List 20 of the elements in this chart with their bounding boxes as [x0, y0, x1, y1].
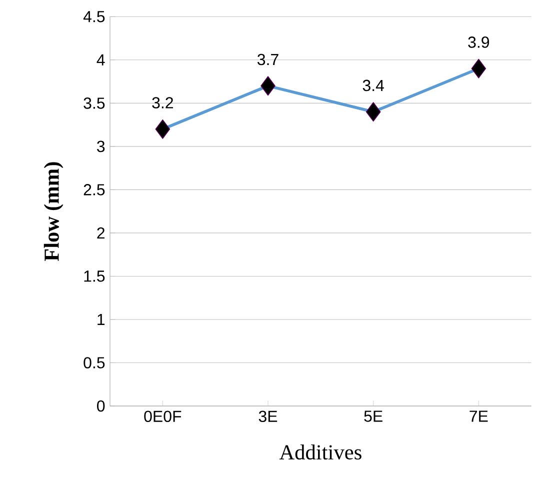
x-tick-label: 7E [470, 410, 488, 422]
y-tick-label: 2.5 [84, 184, 105, 196]
x-tick-label: 0E0F [144, 410, 182, 422]
y-axis-title: Flow (mm) [44, 162, 64, 262]
y-tick-label: 3 [97, 140, 105, 152]
y-tick-label: 0 [97, 400, 105, 412]
x-tick-label: 5E [364, 410, 382, 422]
data-label: 3.7 [257, 54, 278, 66]
data-label: 3.4 [362, 80, 384, 92]
y-tick-label: 4 [96, 54, 105, 66]
data-label: 3.2 [152, 97, 173, 108]
y-tick-label: 0.5 [84, 357, 105, 368]
y-tick-label: 3.5 [84, 98, 105, 109]
y-tick-label: 1 [98, 314, 105, 325]
y-tick-label: 2 [97, 227, 104, 239]
y-tick-label: 4.5 [83, 11, 105, 22]
x-tick-label: 3E [258, 410, 278, 422]
data-label: 3.9 [468, 36, 490, 48]
y-tick-label: 1.5 [84, 270, 105, 282]
x-axis-title: Additives [279, 444, 362, 460]
